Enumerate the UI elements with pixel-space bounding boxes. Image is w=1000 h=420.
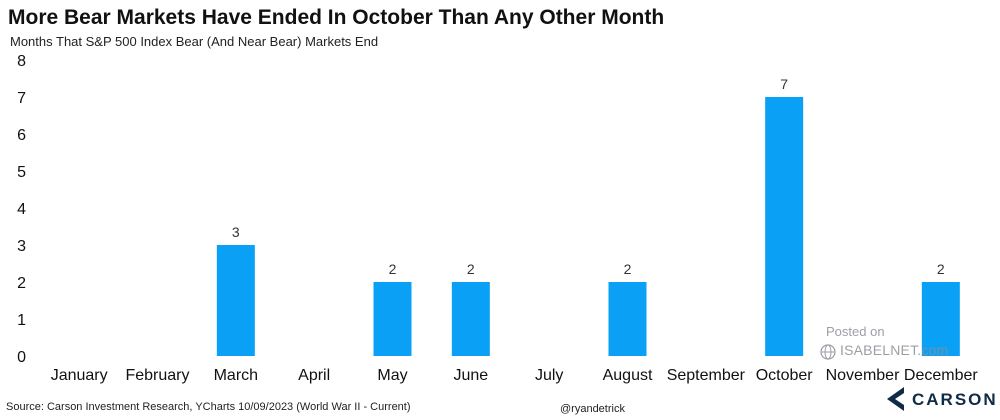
y-tick-label: 0 (17, 349, 26, 366)
data-label-october: 7 (780, 76, 788, 92)
author-handle: @ryandetrick (560, 403, 625, 415)
x-tick-label: August (603, 367, 653, 384)
bar-december (921, 282, 960, 356)
y-axis: 0 1 2 3 4 5 6 7 8 (17, 53, 26, 366)
x-tick-label: March (214, 367, 258, 384)
x-tick-label: May (377, 367, 407, 384)
bars-group (216, 97, 960, 356)
bar-may (373, 282, 412, 356)
carson-logo-text: CARSON (912, 390, 998, 409)
x-tick-label: October (756, 367, 814, 384)
y-tick-label: 8 (17, 53, 26, 70)
isabelnet-watermark: Posted on ISABELNET.com (818, 322, 958, 366)
globe-icon (820, 344, 836, 360)
y-tick-label: 7 (17, 90, 26, 107)
carson-chevron-icon (887, 387, 904, 411)
y-tick-label: 5 (17, 164, 26, 181)
watermark-posted-on: Posted on (826, 324, 885, 339)
carson-logo: CARSON (884, 386, 996, 414)
y-tick-label: 4 (17, 201, 26, 218)
data-label-june: 2 (467, 261, 475, 277)
data-label-may: 2 (389, 261, 397, 277)
y-tick-label: 3 (17, 238, 26, 255)
chart-title: More Bear Markets Have Ended In October … (8, 6, 665, 29)
data-labels-group: 3 2 2 2 7 2 (232, 76, 945, 277)
data-label-december: 2 (937, 261, 945, 277)
data-label-august: 2 (624, 261, 632, 277)
source-note: Source: Carson Investment Research, YCha… (6, 401, 411, 413)
x-tick-label: September (667, 367, 746, 384)
data-label-march: 3 (232, 224, 240, 240)
bar-june (451, 282, 490, 356)
bar-march (216, 245, 255, 356)
bar-october (765, 97, 804, 356)
chart-subtitle: Months That S&P 500 Index Bear (And Near… (10, 34, 379, 49)
x-tick-label: April (298, 367, 330, 384)
y-tick-label: 6 (17, 127, 26, 144)
x-tick-label: February (125, 367, 189, 384)
bar-august (608, 282, 647, 356)
y-tick-label: 2 (17, 275, 26, 292)
x-tick-label: July (535, 367, 563, 384)
x-tick-label: January (51, 367, 108, 384)
x-tick-label: December (904, 367, 978, 384)
y-tick-label: 1 (17, 312, 26, 329)
x-tick-label: November (826, 367, 900, 384)
watermark-site: ISABELNET.com (840, 342, 949, 358)
x-axis: January February March April May June July Augu… (51, 367, 979, 384)
x-tick-label: June (453, 367, 488, 384)
